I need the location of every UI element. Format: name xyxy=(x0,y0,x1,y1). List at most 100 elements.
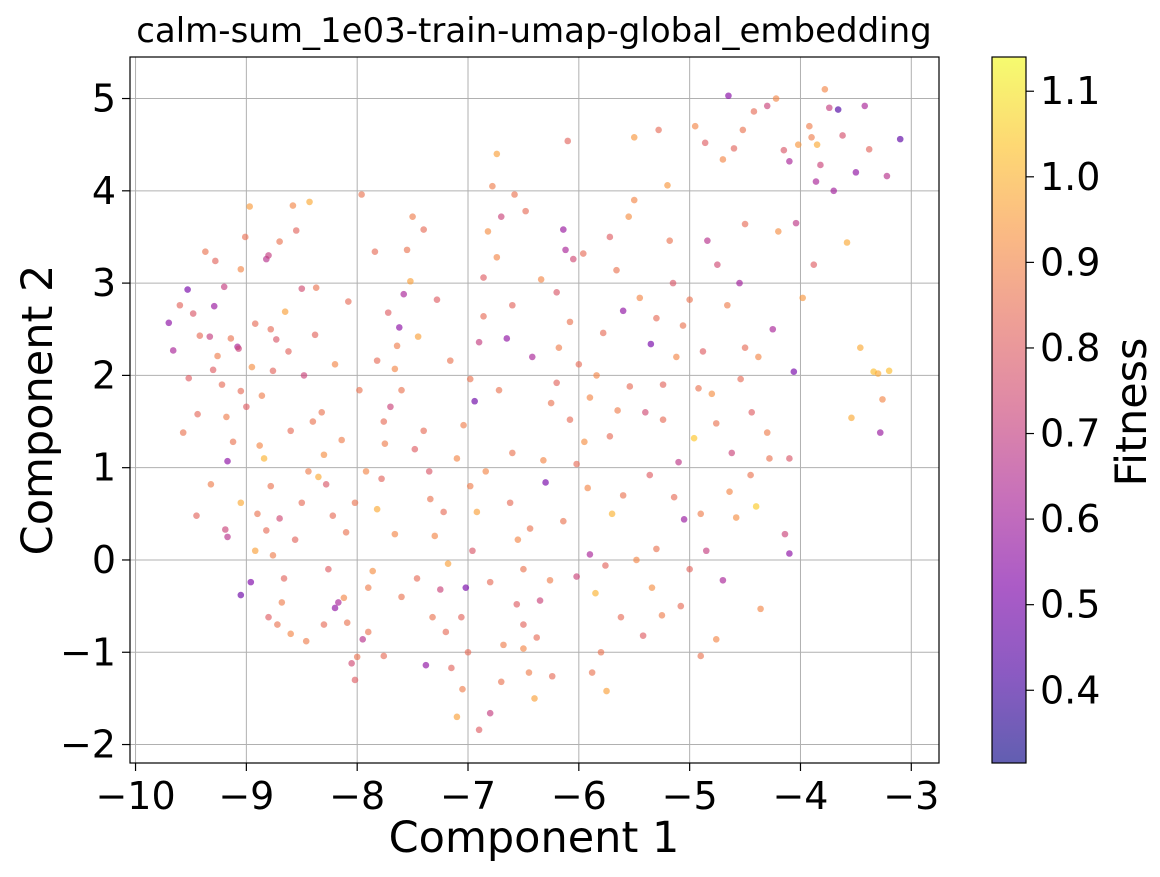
data-point xyxy=(630,133,638,141)
data-point xyxy=(185,374,193,382)
x-axis-ticks: −10 −9 −8 −7 −6 −5 −4 −3 xyxy=(95,763,939,818)
y-tick-label: 1 xyxy=(92,446,116,490)
data-point xyxy=(280,575,288,582)
data-point xyxy=(331,604,339,612)
data-point xyxy=(444,560,452,567)
data-point xyxy=(506,499,514,507)
data-point xyxy=(697,510,705,518)
data-point xyxy=(380,418,388,425)
data-point xyxy=(251,547,259,555)
data-point xyxy=(315,473,322,481)
data-point xyxy=(586,394,594,401)
data-point xyxy=(540,456,547,464)
data-point xyxy=(566,318,574,326)
x-tick-label: −10 xyxy=(95,774,175,818)
data-point xyxy=(237,591,245,599)
data-point xyxy=(373,505,381,513)
data-point xyxy=(874,370,882,377)
colorbar-tick-label: 0.9 xyxy=(1040,240,1100,284)
data-point xyxy=(614,407,621,414)
data-point xyxy=(730,145,738,152)
data-point xyxy=(381,440,389,447)
data-point xyxy=(486,578,494,586)
colorbar-frame xyxy=(991,56,1027,764)
data-point xyxy=(446,357,454,364)
data-point xyxy=(448,664,455,672)
data-point xyxy=(799,294,806,302)
data-point xyxy=(254,510,261,518)
data-point xyxy=(732,514,740,521)
data-point xyxy=(274,621,281,628)
y-tick-label: 5 xyxy=(92,77,116,121)
data-point xyxy=(176,301,184,309)
data-point xyxy=(311,331,319,339)
data-point xyxy=(429,613,436,621)
data-point xyxy=(786,550,793,557)
data-point xyxy=(235,345,242,352)
data-point xyxy=(500,641,507,649)
data-point xyxy=(573,460,580,468)
data-point xyxy=(331,361,339,368)
data-point xyxy=(305,468,312,475)
data-point xyxy=(741,344,749,352)
data-point xyxy=(562,246,569,254)
data-point xyxy=(708,390,716,398)
data-point xyxy=(398,386,405,394)
y-tick-label: 2 xyxy=(92,353,116,397)
data-point xyxy=(658,612,666,619)
data-point xyxy=(655,126,662,134)
data-point xyxy=(808,133,815,141)
data-point xyxy=(403,246,411,254)
colorbar xyxy=(992,57,1026,763)
data-point xyxy=(493,253,501,261)
scatter-points xyxy=(165,86,904,734)
data-point xyxy=(812,178,820,185)
data-point xyxy=(690,434,698,442)
data-point xyxy=(420,226,427,233)
data-point xyxy=(633,556,640,564)
data-point xyxy=(503,335,511,342)
data-point xyxy=(391,530,399,538)
colorbar-label: Fitness xyxy=(1107,338,1157,487)
data-point xyxy=(212,257,219,265)
data-point xyxy=(420,427,427,435)
data-point xyxy=(227,335,235,342)
data-point xyxy=(659,416,667,423)
data-point xyxy=(380,652,388,660)
data-point xyxy=(453,713,461,721)
data-point xyxy=(338,436,345,444)
data-point xyxy=(648,584,656,591)
data-point xyxy=(484,228,492,235)
x-tick-label: −4 xyxy=(772,774,828,818)
data-point xyxy=(371,248,379,256)
data-point xyxy=(362,468,370,475)
data-point xyxy=(697,652,705,660)
data-point xyxy=(411,445,419,453)
data-point xyxy=(184,286,191,293)
y-tick-label: 3 xyxy=(92,261,116,305)
colorbar-tick-label: 1.1 xyxy=(1040,69,1100,113)
data-point xyxy=(453,455,461,462)
data-point xyxy=(207,480,215,488)
data-point xyxy=(364,628,372,636)
data-point xyxy=(626,383,634,390)
data-point xyxy=(726,488,733,495)
data-point xyxy=(165,319,173,327)
data-point xyxy=(737,375,744,383)
data-point xyxy=(526,525,534,532)
data-point xyxy=(342,528,350,536)
colorbar-tick-label: 0.7 xyxy=(1040,412,1100,456)
colorbar-tick-label: 1.0 xyxy=(1040,155,1100,199)
data-point xyxy=(466,375,474,383)
data-point xyxy=(425,468,433,475)
data-point xyxy=(237,499,245,507)
data-point xyxy=(218,381,226,388)
data-point xyxy=(287,630,294,638)
data-point xyxy=(473,508,481,516)
colorbar-tick-label: 0.8 xyxy=(1040,326,1100,370)
data-point xyxy=(679,322,687,329)
data-point xyxy=(351,499,359,507)
data-point xyxy=(625,213,632,220)
data-point xyxy=(298,499,306,507)
data-point xyxy=(427,495,434,503)
